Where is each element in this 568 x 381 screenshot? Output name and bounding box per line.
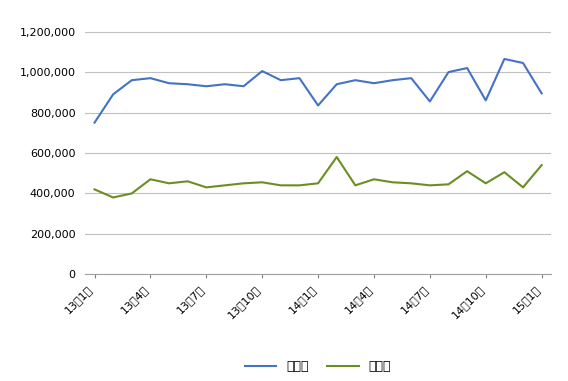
輸入額	[184, 179, 191, 184]
輸出額	[427, 99, 433, 104]
Line: 輸出額: 輸出額	[94, 59, 542, 123]
輸入額	[389, 180, 396, 184]
輸出額	[91, 120, 98, 125]
輸入額	[520, 185, 527, 190]
輸入額	[240, 181, 247, 186]
輸入額	[128, 191, 135, 196]
輸出額	[389, 78, 396, 82]
輸入額	[333, 155, 340, 159]
輸出額	[259, 69, 266, 74]
Legend: 輸出額, 輸入額: 輸出額, 輸入額	[240, 355, 396, 378]
輸入額	[110, 195, 116, 200]
輸入額	[427, 183, 433, 187]
輸出額	[277, 78, 284, 82]
輸入額	[408, 181, 415, 186]
輸出額	[222, 82, 228, 86]
輸出額	[296, 76, 303, 80]
輸出額	[166, 81, 173, 85]
輸入額	[203, 185, 210, 190]
輸出額	[501, 57, 508, 61]
輸入額	[370, 177, 377, 182]
輸出額	[463, 66, 470, 70]
輸入額	[352, 183, 359, 187]
輸出額	[445, 70, 452, 74]
輸入額	[259, 180, 266, 184]
輸出額	[538, 91, 545, 96]
輸出額	[110, 92, 116, 97]
輸入額	[277, 183, 284, 187]
輸入額	[296, 183, 303, 187]
輸入額	[147, 177, 154, 182]
輸出額	[520, 61, 527, 65]
輸出額	[370, 81, 377, 85]
輸出額	[128, 78, 135, 82]
輸入額	[222, 183, 228, 187]
輸入額	[538, 163, 545, 167]
輸出額	[184, 82, 191, 86]
輸入額	[501, 170, 508, 174]
輸出額	[147, 76, 154, 80]
輸出額	[240, 84, 247, 88]
輸出額	[315, 103, 321, 108]
輸入額	[91, 187, 98, 192]
輸出額	[408, 76, 415, 80]
輸出額	[333, 82, 340, 86]
輸出額	[482, 98, 489, 103]
輸入額	[482, 181, 489, 186]
輸出額	[352, 78, 359, 82]
輸出額	[203, 84, 210, 88]
輸入額	[166, 181, 173, 186]
輸入額	[315, 181, 321, 186]
輸入額	[445, 182, 452, 187]
Line: 輸入額: 輸入額	[94, 157, 542, 197]
輸入額	[463, 169, 470, 173]
